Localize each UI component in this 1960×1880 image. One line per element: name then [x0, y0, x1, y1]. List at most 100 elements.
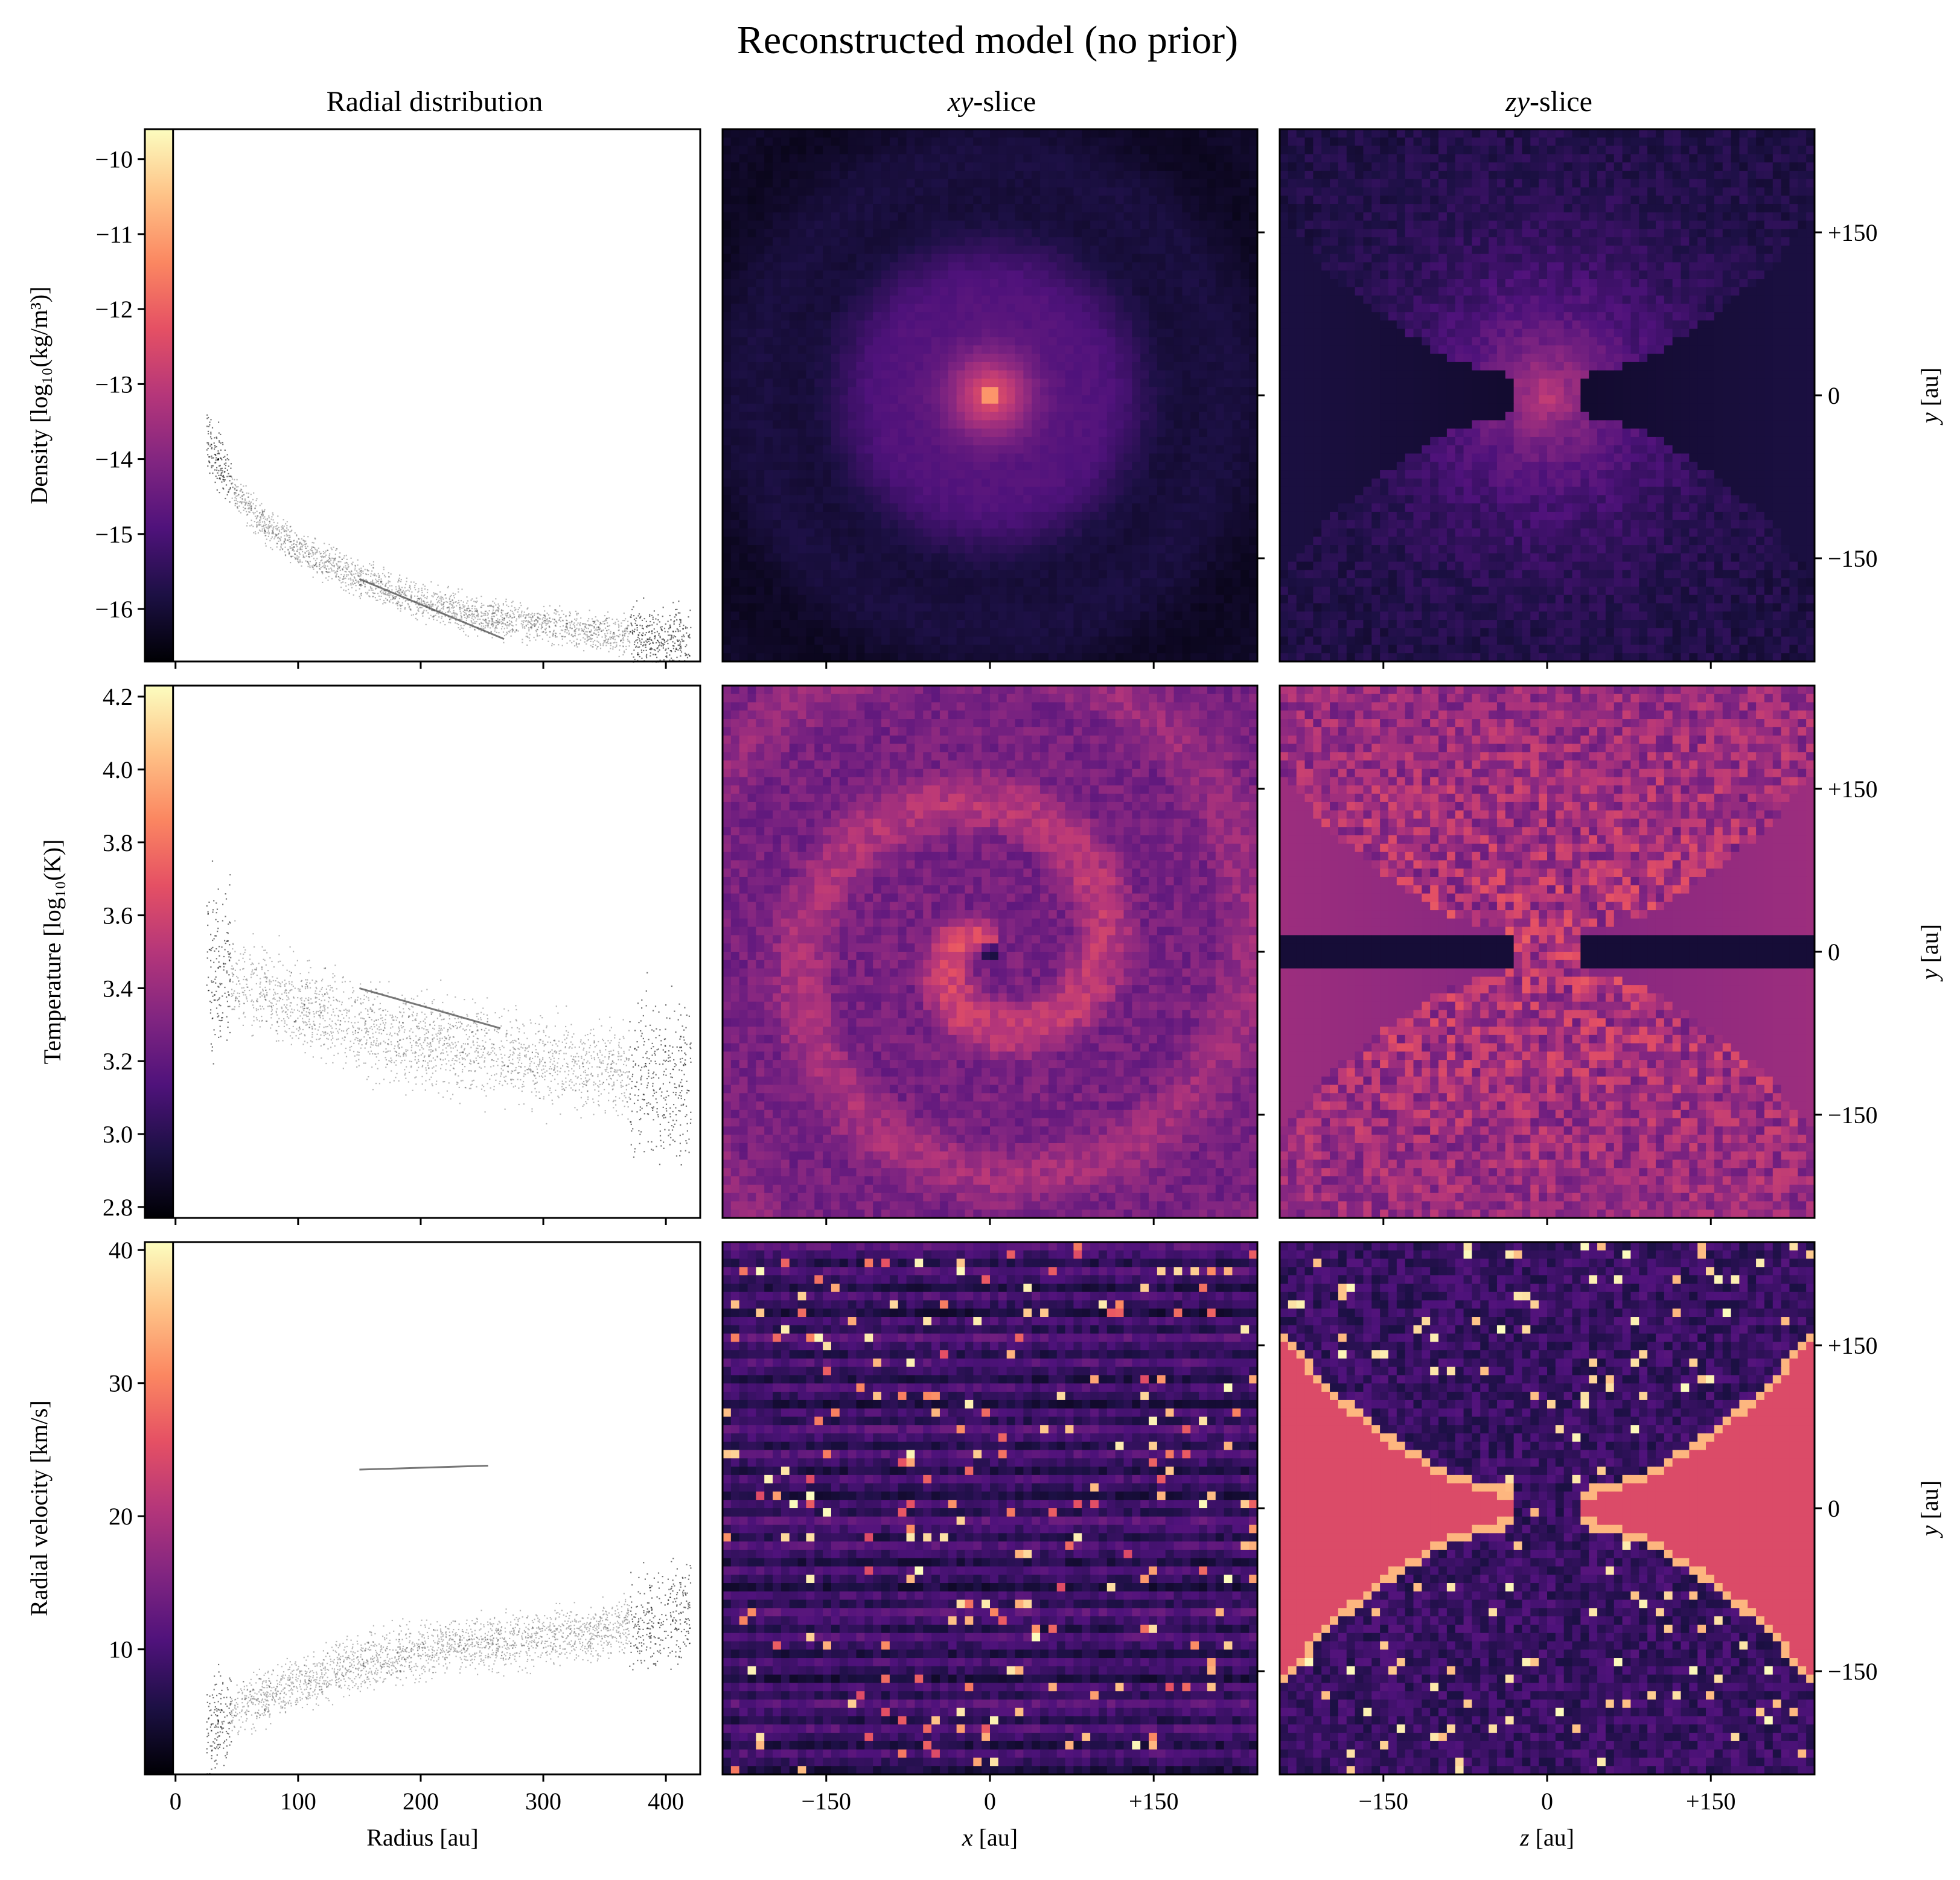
scatter-point: [541, 628, 542, 629]
scatter-point: [549, 1036, 550, 1037]
scatter-point: [596, 629, 598, 631]
scatter-point: [429, 1060, 430, 1062]
scatter-point: [369, 596, 370, 597]
scatter-point: [313, 1021, 314, 1022]
scatter-point: [678, 1110, 679, 1111]
scatter-point: [638, 635, 639, 636]
scatter-point: [473, 1060, 474, 1062]
scatter-point: [229, 476, 230, 477]
scatter-point: [638, 1022, 639, 1023]
scatter-point: [554, 1051, 555, 1053]
scatter-point: [376, 1040, 377, 1041]
scatter-point: [229, 980, 231, 981]
scatter-point: [605, 1043, 606, 1044]
scatter-point: [531, 1061, 532, 1062]
scatter-point: [263, 950, 264, 951]
scatter-point: [487, 612, 488, 613]
scatter-point: [451, 595, 452, 596]
scatter-point: [218, 459, 219, 460]
scatter-point: [555, 1053, 557, 1054]
scatter-point: [272, 532, 273, 534]
scatter-point: [589, 624, 590, 625]
column-title-zy-suffix: -slice: [1530, 86, 1592, 118]
scatter-point: [581, 1057, 582, 1059]
scatter-point: [477, 636, 478, 637]
scatter-point: [377, 1053, 378, 1054]
scatter-point: [244, 990, 245, 991]
scatter-point: [658, 641, 659, 642]
scatter-point: [674, 636, 675, 637]
scatter-point: [310, 549, 311, 550]
scatter-point: [215, 935, 217, 937]
scatter-point: [349, 1018, 350, 1019]
scatter-point: [674, 623, 675, 625]
scatter-point: [537, 613, 538, 614]
scatter-point: [327, 566, 328, 567]
scatter-point: [389, 595, 390, 596]
scatter-point: [289, 531, 290, 532]
scatter-point: [308, 960, 310, 961]
scatter-point: [680, 1150, 682, 1152]
scatter-point: [453, 1068, 454, 1069]
scatter-point: [471, 613, 473, 614]
scatter-point: [322, 1006, 324, 1007]
scatter-point: [649, 614, 650, 615]
scatter-point: [575, 611, 576, 612]
scatter-point: [544, 616, 546, 617]
scatter-point: [374, 593, 375, 594]
scatter-point: [408, 1008, 409, 1009]
scatter-point: [302, 546, 303, 547]
scatter-point: [287, 1014, 288, 1015]
scatter-point: [688, 637, 689, 638]
scatter-point: [346, 555, 347, 556]
scatter-point: [643, 1044, 644, 1045]
scatter-point: [267, 1005, 269, 1007]
scatter-point: [677, 1047, 678, 1048]
scatter-point: [333, 1009, 334, 1010]
scatter-point: [401, 1016, 403, 1018]
scatter-point: [305, 984, 307, 985]
scatter-point: [670, 1116, 671, 1117]
scatter-point: [592, 638, 593, 639]
scatter-point: [327, 560, 328, 561]
scatter-point: [635, 623, 636, 624]
scatter-point: [562, 629, 563, 631]
scatter-point: [217, 473, 219, 474]
scatter-point: [674, 643, 675, 644]
scatter-point: [599, 1062, 601, 1063]
scatter-point: [313, 1056, 314, 1057]
scatter-point: [276, 1030, 277, 1031]
scatter-point: [511, 1034, 512, 1036]
scatter-point: [327, 550, 328, 551]
scatter-point: [565, 1082, 566, 1083]
scatter-point: [376, 575, 377, 576]
scatter-point: [237, 993, 238, 994]
scatter-point: [687, 1090, 688, 1091]
scatter-point: [586, 1053, 587, 1054]
scatter-point: [391, 1024, 392, 1025]
scatter-point: [495, 604, 496, 605]
scatter-point: [667, 640, 668, 641]
scatter-point: [421, 1012, 423, 1013]
scatter-point: [290, 537, 291, 538]
scatter-point: [436, 1036, 438, 1037]
scatter-point: [293, 951, 294, 952]
scatter-point: [395, 588, 397, 590]
scatter-point: [526, 608, 528, 610]
scatter-point: [257, 1019, 258, 1020]
scatter-point: [258, 963, 260, 964]
scatter-point: [557, 611, 558, 612]
scatter-point: [277, 515, 278, 517]
scatter-point: [412, 1006, 413, 1007]
scatter-point: [211, 438, 212, 439]
scatter-point: [284, 990, 286, 992]
scatter-point: [348, 564, 349, 566]
scatter-point: [343, 1010, 345, 1011]
scatter-point: [335, 553, 336, 555]
scatter-point: [306, 1011, 307, 1012]
scatter-point: [437, 1039, 438, 1040]
scatter-point: [519, 1049, 520, 1050]
scatter-point: [535, 639, 536, 640]
scatter-point: [410, 1066, 412, 1067]
scatter-point: [576, 614, 577, 616]
